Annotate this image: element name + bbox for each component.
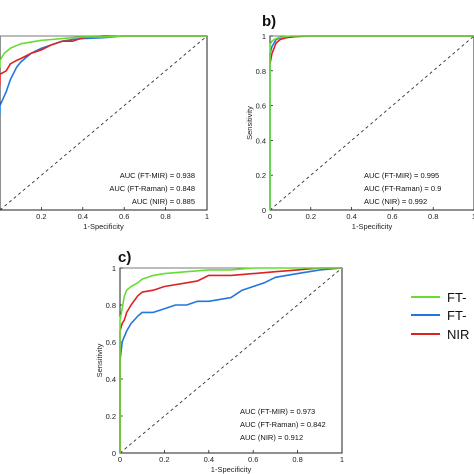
auc-annotation: AUC (NIR) = 0.912: [240, 433, 303, 442]
x-tick-label: 0.8: [292, 455, 302, 464]
y-tick-label: 0: [112, 449, 116, 458]
x-axis-label: 1-Specificity: [83, 222, 124, 231]
roc-curve-0: [0, 35, 207, 68]
y-tick-label: 1: [112, 264, 116, 273]
y-tick-label: 0.4: [256, 136, 266, 145]
auc-annotation: AUC (FT-MIR) = 0.938: [120, 171, 195, 180]
y-tick-label: 0.6: [256, 102, 266, 111]
y-tick-label: 0.4: [106, 375, 116, 384]
x-tick-label: 0.4: [78, 212, 88, 221]
roc-panel-c: 0 0.2 0.4 0.6 0.8 1 1-Specificity 0 0.2 0.4 0.6 0.8…: [95, 249, 344, 474]
auc-annotation: AUC (FT-Raman) = 0.842: [240, 420, 326, 429]
legend-label: NIR: [447, 327, 469, 342]
x-tick-label: 0.2: [159, 455, 169, 464]
roc-curve-2: [269, 35, 474, 64]
y-tick-label: 0.2: [256, 171, 266, 180]
roc-curve-2: [0, 35, 207, 85]
y-tick-label: 0: [262, 206, 266, 215]
roc-curve-0: [269, 35, 474, 210]
x-tick-label: 0.8: [160, 212, 170, 221]
y-tick-label: 0.8: [106, 301, 116, 310]
y-tick-label: 0.8: [256, 67, 266, 76]
y-tick-label: 1: [262, 32, 266, 41]
roc-curve-2: [119, 267, 342, 453]
y-axis-label: Sensitivity: [245, 106, 254, 140]
x-axis-label: 1-Specificity: [352, 222, 393, 231]
x-tick-label: 0.6: [248, 455, 258, 464]
diagonal-reference-line: [119, 267, 343, 454]
auc-annotation: AUC (NIR) = 0.885: [132, 197, 195, 206]
auc-annotation: AUC (FT-Raman) = 0.848: [109, 184, 195, 193]
x-tick-label: 0.4: [204, 455, 214, 464]
legend-label: FT-: [447, 290, 467, 305]
roc-curve-0: [119, 267, 342, 453]
x-axis-label: 1-Specificity: [211, 465, 252, 474]
x-tick-label: 1: [340, 455, 344, 464]
auc-annotation: AUC (FT-Raman) = 0.9: [364, 184, 441, 193]
y-tick-label: 0.2: [106, 412, 116, 421]
x-tick-label: 0: [268, 212, 272, 221]
x-tick-label: 0.4: [346, 212, 356, 221]
x-tick-label: 0.2: [306, 212, 316, 221]
x-tick-label: 0.6: [119, 212, 129, 221]
auc-annotation: AUC (FT-MIR) = 0.973: [240, 407, 315, 416]
x-tick-label: 0.2: [36, 212, 46, 221]
x-tick-label: 1: [205, 212, 209, 221]
diagonal-reference-line: [269, 35, 474, 211]
panel-label: b): [262, 13, 276, 30]
x-tick-label: 0: [118, 455, 122, 464]
x-tick-label: 0.8: [428, 212, 438, 221]
panel-label: c): [118, 249, 131, 266]
legend-label: FT-: [447, 308, 467, 323]
auc-annotation: AUC (FT-MIR) = 0.995: [364, 171, 439, 180]
roc-curve-1: [0, 35, 207, 115]
roc-panel-a: 0.2 0.4 0.6 0.8 1 1-Specificity AUC (FT-MIR) =…: [0, 35, 209, 231]
auc-annotation: AUC (NIR) = 0.992: [364, 197, 427, 206]
legend: FT- FT- NIR: [411, 290, 469, 342]
roc-panel-b: 0 0.2 0.4 0.6 0.8 1 1-Specificity 0 0.2 0.4 0.6 0.8…: [245, 13, 474, 231]
x-tick-label: 1: [472, 212, 474, 221]
x-tick-label: 0.6: [387, 212, 397, 221]
y-axis-label: Sensitivity: [95, 343, 104, 377]
roc-curve-1: [119, 267, 343, 453]
y-tick-label: 0.6: [106, 338, 116, 347]
